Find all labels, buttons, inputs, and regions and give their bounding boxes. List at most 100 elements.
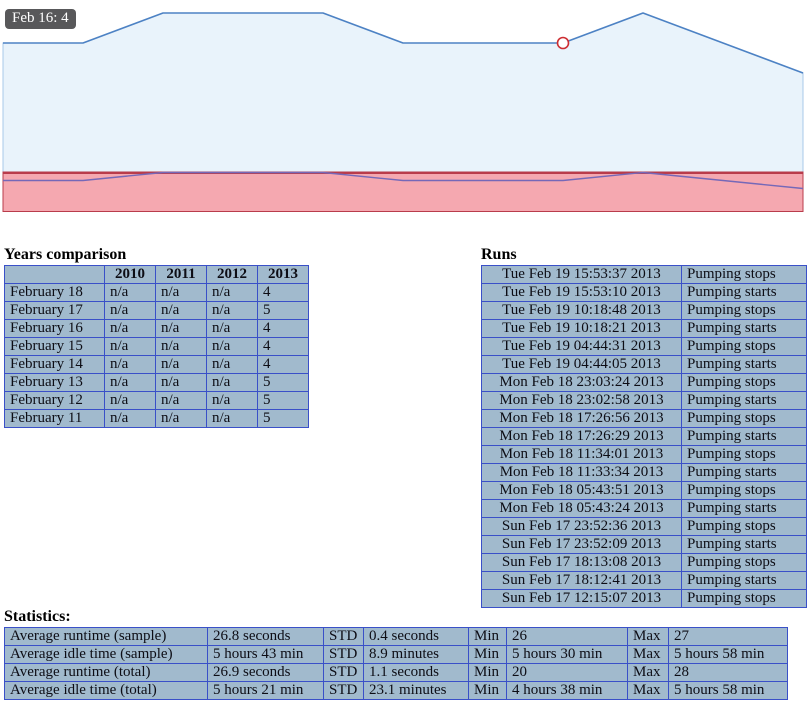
table-row: Average runtime (sample) 26.8 seconds STD 0… bbox=[4, 627, 788, 646]
run-timestamp-cell: Sun Feb 17 23:52:09 2013 bbox=[481, 535, 682, 554]
run-timestamp-cell: Sun Feb 17 18:12:41 2013 bbox=[481, 571, 682, 590]
year-value-cell: n/a bbox=[206, 337, 258, 356]
min-label-cell: Min bbox=[468, 645, 507, 664]
year-value-cell: 4 bbox=[257, 319, 309, 338]
table-row: Average idle time (sample) 5 hours 43 min… bbox=[4, 645, 788, 664]
run-timestamp-cell: Mon Feb 18 23:02:58 2013 bbox=[481, 391, 682, 410]
run-event-cell: Pumping starts bbox=[681, 427, 807, 446]
run-event-cell: Pumping stops bbox=[681, 589, 807, 608]
run-timestamp-cell: Tue Feb 19 15:53:37 2013 bbox=[481, 265, 682, 284]
table-row: February 15 n/a n/a n/a 4 bbox=[4, 337, 309, 356]
table-row: Tue Feb 19 04:44:05 2013 Pumping starts bbox=[481, 355, 807, 374]
year-value-cell: n/a bbox=[104, 391, 156, 410]
stat-label-cell: Average runtime (total) bbox=[4, 663, 208, 682]
year-value-cell: n/a bbox=[104, 373, 156, 392]
run-timestamp-cell: Mon Feb 18 17:26:29 2013 bbox=[481, 427, 682, 446]
table-row: Mon Feb 18 17:26:56 2013 Pumping stops bbox=[481, 409, 807, 428]
min-value-cell: 20 bbox=[506, 663, 628, 682]
run-event-cell: Pumping stops bbox=[681, 553, 807, 572]
run-event-cell: Pumping starts bbox=[681, 391, 807, 410]
stat-value-cell: 5 hours 21 min bbox=[207, 681, 324, 700]
date-label-cell: February 18 bbox=[4, 283, 105, 302]
std-value-cell: 23.1 minutes bbox=[363, 681, 469, 700]
run-event-cell: Pumping stops bbox=[681, 409, 807, 428]
run-event-cell: Pumping stops bbox=[681, 373, 807, 392]
runs-title: Runs bbox=[481, 246, 517, 263]
run-timestamp-cell: Tue Feb 19 15:53:10 2013 bbox=[481, 283, 682, 302]
year-column-header: 2013 bbox=[257, 265, 309, 284]
date-label-cell: February 12 bbox=[4, 391, 105, 410]
table-row: February 18 n/a n/a n/a 4 bbox=[4, 283, 309, 302]
run-event-cell: Pumping starts bbox=[681, 499, 807, 518]
table-row: Mon Feb 18 23:03:24 2013 Pumping stops bbox=[481, 373, 807, 392]
run-timestamp-cell: Mon Feb 18 17:26:56 2013 bbox=[481, 409, 682, 428]
run-timestamp-cell: Tue Feb 19 10:18:21 2013 bbox=[481, 319, 682, 338]
max-value-cell: 5 hours 58 min bbox=[668, 645, 788, 664]
max-value-cell: 5 hours 58 min bbox=[668, 681, 788, 700]
year-column-header: 2012 bbox=[206, 265, 258, 284]
year-value-cell: n/a bbox=[104, 337, 156, 356]
table-row: Tue Feb 19 10:18:21 2013 Pumping starts bbox=[481, 319, 807, 338]
min-value-cell: 4 hours 38 min bbox=[506, 681, 628, 700]
max-label-cell: Max bbox=[627, 663, 669, 682]
run-event-cell: Pumping starts bbox=[681, 571, 807, 590]
max-label-cell: Max bbox=[627, 681, 669, 700]
year-value-cell: 5 bbox=[257, 301, 309, 320]
run-timestamp-cell: Mon Feb 18 05:43:51 2013 bbox=[481, 481, 682, 500]
table-row: Sun Feb 17 18:13:08 2013 Pumping stops bbox=[481, 553, 807, 572]
table-row: Mon Feb 18 17:26:29 2013 Pumping starts bbox=[481, 427, 807, 446]
chart-tooltip: Feb 16: 4 bbox=[5, 9, 76, 29]
run-event-cell: Pumping stops bbox=[681, 265, 807, 284]
date-label-cell: February 16 bbox=[4, 319, 105, 338]
table-row: Mon Feb 18 11:33:34 2013 Pumping starts bbox=[481, 463, 807, 482]
year-value-cell: n/a bbox=[104, 409, 156, 428]
year-value-cell: n/a bbox=[206, 283, 258, 302]
year-value-cell: 4 bbox=[257, 355, 309, 374]
run-event-cell: Pumping stops bbox=[681, 481, 807, 500]
run-event-cell: Pumping starts bbox=[681, 535, 807, 554]
runs-table: Tue Feb 19 15:53:37 2013 Pumping stops Tue… bbox=[481, 265, 807, 608]
year-value-cell: n/a bbox=[104, 355, 156, 374]
max-value-cell: 28 bbox=[668, 663, 788, 682]
main-series-area bbox=[2, 12, 804, 173]
year-value-cell: n/a bbox=[206, 409, 258, 428]
table-row: Mon Feb 18 23:02:58 2013 Pumping starts bbox=[481, 391, 807, 410]
min-value-cell: 26 bbox=[506, 627, 628, 646]
table-row: Tue Feb 19 10:18:48 2013 Pumping stops bbox=[481, 301, 807, 320]
statistics-section: Statistics: Average runtime (sample) 26.8… bbox=[4, 608, 788, 700]
year-value-cell: 4 bbox=[257, 337, 309, 356]
year-value-cell: 4 bbox=[257, 283, 309, 302]
min-label-cell: Min bbox=[468, 663, 507, 682]
run-event-cell: Pumping starts bbox=[681, 463, 807, 482]
run-timestamp-cell: Tue Feb 19 10:18:48 2013 bbox=[481, 301, 682, 320]
table-row: Sun Feb 17 23:52:09 2013 Pumping starts bbox=[481, 535, 807, 554]
pump-activity-chart[interactable]: Feb 16: 4 bbox=[0, 0, 811, 213]
std-label-cell: STD bbox=[323, 663, 364, 682]
run-timestamp-cell: Mon Feb 18 11:34:01 2013 bbox=[481, 445, 682, 464]
years-comparison-section: Years comparison 2010 2011 2012 2013 Februa… bbox=[4, 246, 309, 428]
table-row: Mon Feb 18 05:43:51 2013 Pumping stops bbox=[481, 481, 807, 500]
run-event-cell: Pumping starts bbox=[681, 355, 807, 374]
table-row: February 16 n/a n/a n/a 4 bbox=[4, 319, 309, 338]
run-timestamp-cell: Sun Feb 17 18:13:08 2013 bbox=[481, 553, 682, 572]
max-label-cell: Max bbox=[627, 645, 669, 664]
run-timestamp-cell: Sun Feb 17 23:52:36 2013 bbox=[481, 517, 682, 536]
table-row: Mon Feb 18 05:43:24 2013 Pumping starts bbox=[481, 499, 807, 518]
std-label-cell: STD bbox=[323, 681, 364, 700]
max-label-cell: Max bbox=[627, 627, 669, 646]
run-timestamp-cell: Sun Feb 17 12:15:07 2013 bbox=[481, 589, 682, 608]
chart-canvas bbox=[2, 12, 804, 212]
table-row: Tue Feb 19 04:44:31 2013 Pumping stops bbox=[481, 337, 807, 356]
year-value-cell: n/a bbox=[104, 283, 156, 302]
max-value-cell: 27 bbox=[668, 627, 788, 646]
date-label-cell: February 13 bbox=[4, 373, 105, 392]
overview-band-area bbox=[2, 171, 804, 212]
date-label-cell: February 15 bbox=[4, 337, 105, 356]
years-comparison-table: 2010 2011 2012 2013 February 18 n/a n/a n/a 4 Fe… bbox=[4, 265, 309, 428]
years-header-row: 2010 2011 2012 2013 bbox=[4, 265, 309, 284]
years-corner-cell bbox=[4, 265, 105, 284]
table-row: February 13 n/a n/a n/a 5 bbox=[4, 373, 309, 392]
year-value-cell: n/a bbox=[155, 337, 207, 356]
year-column-header: 2011 bbox=[155, 265, 207, 284]
statistics-title: Statistics: bbox=[4, 608, 71, 625]
